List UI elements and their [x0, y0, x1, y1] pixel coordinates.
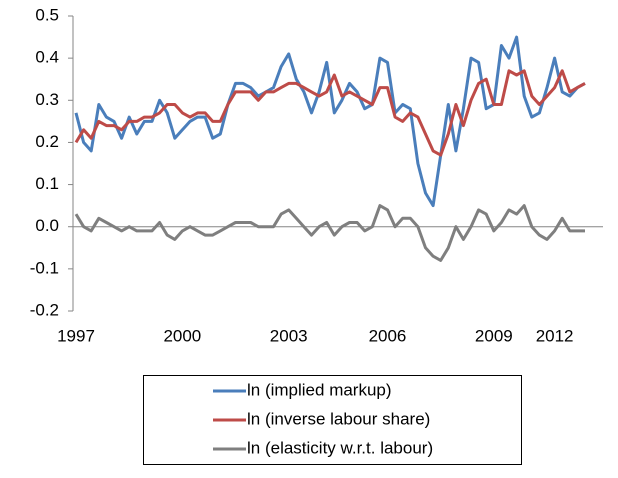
legend-label: ln (inverse labour share) — [247, 409, 430, 428]
x-tick-label: 2003 — [270, 326, 308, 345]
series-line — [74, 69, 586, 157]
y-tick-label: 0.1 — [35, 174, 59, 193]
x-tick-label: 2000 — [163, 326, 201, 345]
series-line — [74, 204, 585, 262]
x-tick-label: 2012 — [536, 326, 574, 345]
y-tick-label: -0.2 — [30, 300, 59, 319]
x-tick-label: 2009 — [475, 326, 513, 345]
series-line — [74, 35, 586, 208]
legend-label: ln (elasticity w.r.t. labour) — [247, 438, 433, 457]
legend-box — [143, 375, 522, 465]
y-tick-label: 0.0 — [35, 216, 59, 235]
y-tick-label: 0.2 — [35, 132, 59, 151]
y-tick-label: 0.3 — [35, 90, 59, 109]
legend-label: ln (implied markup) — [247, 380, 392, 399]
y-tick-label: 0.4 — [35, 48, 59, 67]
y-tick-label: -0.1 — [30, 258, 59, 277]
y-tick-label: 0.5 — [35, 5, 59, 24]
x-tick-label: 1997 — [57, 326, 95, 345]
x-tick-label: 2006 — [369, 326, 407, 345]
